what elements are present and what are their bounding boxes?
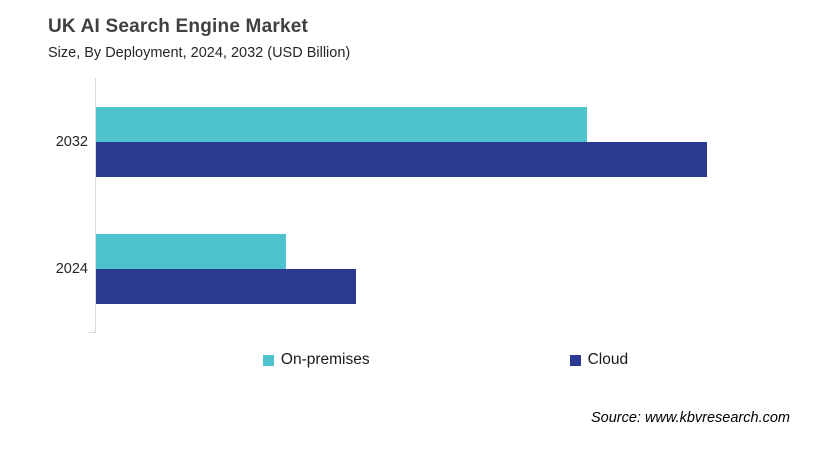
bar-group-2024: 2024 (56, 234, 797, 305)
category-label-2032: 2032 (55, 133, 88, 150)
source-text: Source: www.kbvresearch.com (590, 410, 790, 426)
bar-2032-on-premises (96, 106, 587, 142)
axis-tick (89, 332, 96, 333)
bar-2024-on-premises (96, 234, 287, 270)
legend-swatch-icon (569, 354, 581, 366)
legend: On-premises Cloud (95, 351, 796, 369)
legend-item-cloud: Cloud (569, 351, 629, 369)
bar-2032-cloud (96, 141, 707, 177)
bar-2024-cloud (96, 269, 357, 305)
chart-title: UK AI Search Engine Market (48, 16, 309, 37)
legend-label: On-premises (280, 351, 370, 368)
chart-subtitle: Size, By Deployment, 2024, 2032 (USD Bil… (48, 45, 351, 61)
legend-item-on-premises: On-premises (262, 351, 370, 369)
plot-area: 2032 2024 (56, 78, 797, 333)
legend-label: Cloud (587, 351, 629, 368)
bar-group-2032: 2032 (56, 106, 797, 177)
category-label-2024: 2024 (55, 261, 88, 278)
legend-swatch-icon (262, 354, 274, 366)
